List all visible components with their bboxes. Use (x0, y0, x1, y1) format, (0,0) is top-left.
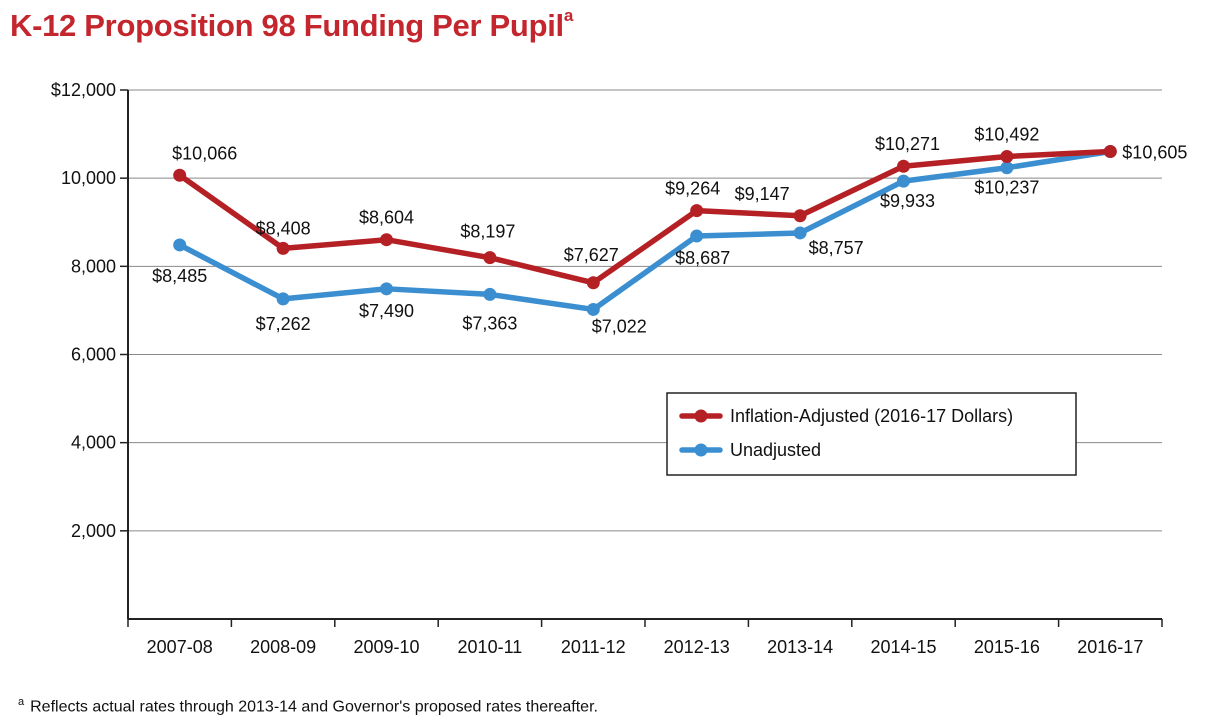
x-tick-label: 2015-16 (974, 637, 1040, 657)
x-tick-label: 2012-13 (664, 637, 730, 657)
series-inflation-adjusted-point (173, 169, 186, 182)
series-inflation-adjusted-point (483, 251, 496, 264)
x-tick-label: 2009-10 (353, 637, 419, 657)
series-inflation-adjusted-point (690, 204, 703, 217)
y-tick-label: 10,000 (61, 168, 116, 188)
series-inflation-adjusted-point (277, 242, 290, 255)
series-inflation-adjusted-point (794, 209, 807, 222)
series-unadjusted-point (587, 303, 600, 316)
series-inflation-adjusted-data-label: $10,605 (1122, 142, 1187, 162)
series-unadjusted-data-label: $8,757 (809, 238, 864, 258)
series-inflation-adjusted-data-label: $8,197 (460, 222, 515, 242)
x-tick-label: 2013-14 (767, 637, 833, 657)
series-inflation-adjusted-data-label: $9,147 (735, 184, 790, 204)
footnote: a Reflects actual rates through 2013-14 a… (18, 696, 598, 716)
legend-label: Unadjusted (730, 440, 821, 460)
series-inflation-adjusted-data-label: $10,492 (974, 124, 1039, 144)
x-tick-label: 2011-12 (561, 637, 626, 657)
series-unadjusted-point (690, 230, 703, 243)
series-unadjusted-data-label: $7,262 (256, 314, 311, 334)
y-tick-label: 2,000 (71, 521, 116, 541)
series-inflation-adjusted-point (1104, 145, 1117, 158)
series-inflation-adjusted-data-label: $8,604 (359, 208, 414, 228)
series-unadjusted-data-label: $10,237 (974, 178, 1039, 198)
series-unadjusted-point (1000, 161, 1013, 174)
series-unadjusted-data-label: $7,490 (359, 301, 414, 321)
line-chart: 2,000 4,000 6,000 8,000 10,000 $12,000 2007-08… (0, 0, 1208, 726)
series-inflation-adjusted-point (587, 276, 600, 289)
series-inflation-adjusted-point (1000, 150, 1013, 163)
series-unadjusted-point (794, 226, 807, 239)
legend-swatch-point (695, 410, 708, 423)
x-tick-label: 2008-09 (250, 637, 316, 657)
x-tick-label: 2007-08 (147, 637, 213, 657)
legend: Inflation-Adjusted (2016-17 Dollars) Unad… (667, 393, 1076, 475)
series-inflation-adjusted-data-label: $8,408 (256, 218, 311, 238)
series-inflation-adjusted-data-label: $9,264 (665, 179, 720, 199)
series-unadjusted-data-label: $8,485 (152, 266, 207, 286)
series-unadjusted-data-label: $7,363 (462, 313, 517, 333)
footnote-text: Reflects actual rates through 2013-14 an… (30, 698, 598, 715)
series-unadjusted-data-label: $9,933 (880, 191, 935, 211)
legend-swatch-point (695, 444, 708, 457)
series-unadjusted-data-label: $8,687 (675, 248, 730, 268)
series-inflation-adjusted-data-label: $10,066 (172, 143, 237, 163)
series-inflation-adjusted-point (897, 160, 910, 173)
series-unadjusted-line (180, 151, 1111, 309)
series-unadjusted-data-label: $7,022 (592, 316, 647, 336)
footnote-marker: a (18, 696, 24, 708)
y-tick-label: 6,000 (71, 345, 116, 365)
series-unadjusted-point (380, 282, 393, 295)
x-tick-label: 2014-15 (870, 637, 936, 657)
series-inflation-adjusted-data-label: $10,271 (875, 134, 940, 154)
y-tick-label: 8,000 (71, 256, 116, 276)
legend-label: Inflation-Adjusted (2016-17 Dollars) (730, 406, 1013, 426)
series-inflation-adjusted-point (380, 233, 393, 246)
x-tick-label: 2010-11 (458, 637, 523, 657)
y-tick-label: 4,000 (71, 433, 116, 453)
x-tick-label: 2016-17 (1077, 637, 1143, 657)
series-unadjusted-point (277, 292, 290, 305)
series-unadjusted-point (483, 288, 496, 301)
series-unadjusted-point (173, 238, 186, 251)
series-inflation-adjusted-data-label: $7,627 (564, 245, 619, 265)
y-tick-label: $12,000 (51, 80, 116, 100)
series-unadjusted-point (897, 175, 910, 188)
